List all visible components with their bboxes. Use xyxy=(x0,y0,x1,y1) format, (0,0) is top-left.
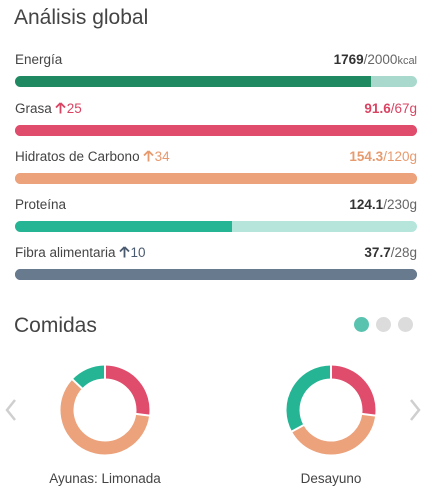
metric-progress-fill xyxy=(15,173,417,184)
meal-label: Ayunas: Limonada xyxy=(49,471,161,486)
metric-value: 91.6/67g xyxy=(364,100,417,116)
meal-card[interactable]: Desayuno xyxy=(256,360,406,486)
delta-badge: 10 xyxy=(118,245,146,260)
metric-name: Proteína xyxy=(15,196,67,212)
pagination-dot[interactable] xyxy=(376,317,391,332)
metric-progress-fill xyxy=(15,76,371,87)
metric-progress-fill xyxy=(15,269,417,280)
metric-progress-bar xyxy=(15,269,417,280)
meal-label: Desayuno xyxy=(300,471,362,486)
meals-title: Comidas xyxy=(14,314,97,337)
donut-segment xyxy=(330,365,376,416)
donut-segment xyxy=(286,365,332,432)
donut-separator xyxy=(360,412,377,417)
donut-segment xyxy=(60,379,150,455)
pagination-dot[interactable] xyxy=(354,317,369,332)
global-analysis-title: Análisis global xyxy=(14,6,149,29)
metric-value: 124.1/230g xyxy=(349,196,417,212)
donut-separator xyxy=(70,377,84,391)
arrow-up-icon xyxy=(118,246,130,258)
pagination-dot[interactable] xyxy=(398,317,413,332)
carousel-pagination xyxy=(354,317,413,332)
metric-value: 37.7/28g xyxy=(364,244,417,260)
metric-progress-fill xyxy=(15,221,233,232)
metric-name: Hidratos de Carbono 34 xyxy=(15,148,170,164)
metric-carbohydrates: Hidratos de Carbono 34 154.3/120g xyxy=(15,147,417,184)
metric-name: Grasa 25 xyxy=(15,100,82,116)
metric-progress-bar xyxy=(15,125,417,136)
meal-card[interactable]: Ayunas: Limonada xyxy=(30,360,180,486)
arrow-up-icon xyxy=(142,150,154,162)
metric-progress-bar xyxy=(15,221,417,232)
metric-progress-bar xyxy=(15,173,417,184)
arrow-up-icon xyxy=(55,102,66,114)
delta-badge: 25 xyxy=(55,101,82,116)
metric-name: Fibra alimentaria 10 xyxy=(15,244,146,260)
metric-fiber: Fibra alimentaria 10 37.7/28g xyxy=(15,243,417,280)
metric-value: 154.3/120g xyxy=(349,148,417,164)
metric-value: 1769/2000kcal xyxy=(333,51,417,67)
donut-segment xyxy=(72,365,106,389)
donut-separator xyxy=(290,423,306,434)
metric-energy: Energía 1769/2000kcal xyxy=(15,50,417,87)
donut-segment xyxy=(104,365,150,416)
donut-separator xyxy=(134,412,151,417)
donut-segment xyxy=(292,413,376,455)
meal-donut-chart xyxy=(60,364,151,455)
metric-fat: Grasa 25 91.6/67g xyxy=(15,99,417,136)
delta-badge: 34 xyxy=(142,149,170,164)
meal-donut-chart xyxy=(286,364,377,455)
chevron-left-icon[interactable] xyxy=(5,398,17,422)
chevron-right-icon[interactable] xyxy=(409,398,421,422)
metric-name: Energía xyxy=(15,51,63,67)
metric-protein: Proteína 124.1/230g xyxy=(15,195,417,232)
metric-progress-fill xyxy=(15,125,417,136)
metric-progress-bar xyxy=(15,76,417,87)
